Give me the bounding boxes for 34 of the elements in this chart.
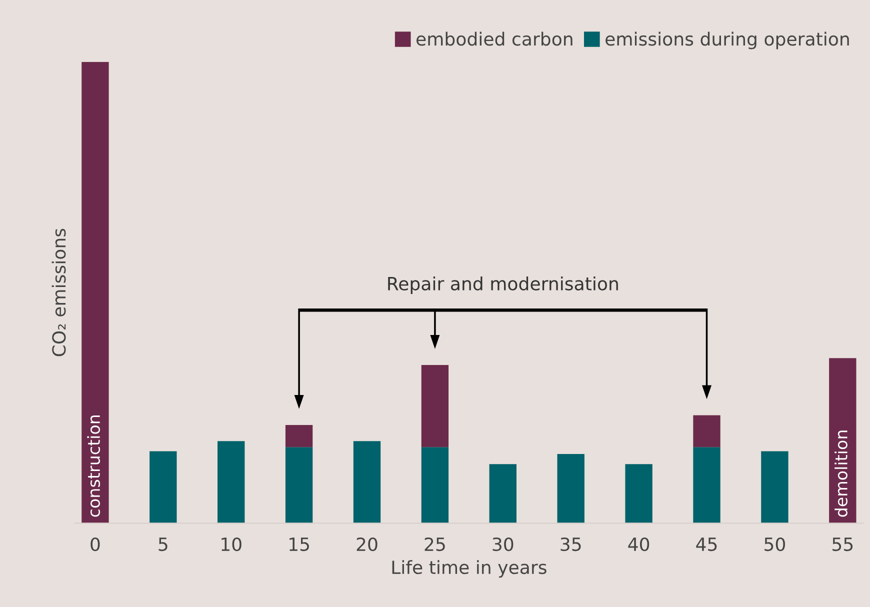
bar [693,415,720,448]
bar [625,464,652,524]
y-axis-title: CO₂ emissions [52,228,66,356]
annotation: demolition [834,430,848,517]
x-tick-label: 50 [764,537,785,552]
bar [285,447,313,524]
bar [489,464,516,524]
annotation: construction [87,415,100,517]
bar [421,447,449,524]
x-tick-label: 5 [158,538,168,552]
x-tick-label: 45 [696,538,717,552]
legend-label: emissions during operation [606,32,849,50]
x-tick-label: 40 [628,537,650,552]
bar [353,441,381,524]
bar [218,441,245,524]
bar [829,358,856,524]
bar [693,447,720,524]
x-tick-label: 0 [90,537,100,552]
x-tick-label: 55 [832,538,853,552]
bar [557,454,584,524]
bar [421,365,449,448]
bar [82,62,109,524]
bar [285,424,313,448]
bar [761,451,788,524]
x-tick-label: 30 [492,537,514,552]
x-tick-label: 15 [290,538,309,552]
annotation: Repair and modernisation [388,276,618,294]
x-tick-label: 20 [356,537,378,552]
x-tick-label: 35 [560,537,581,552]
x-tick-label: 10 [222,537,242,552]
bar [150,451,177,524]
legend-label: embodied carbon [416,32,572,46]
x-tick-label: 25 [424,537,445,552]
x-axis-title: Life time in years [392,560,546,578]
